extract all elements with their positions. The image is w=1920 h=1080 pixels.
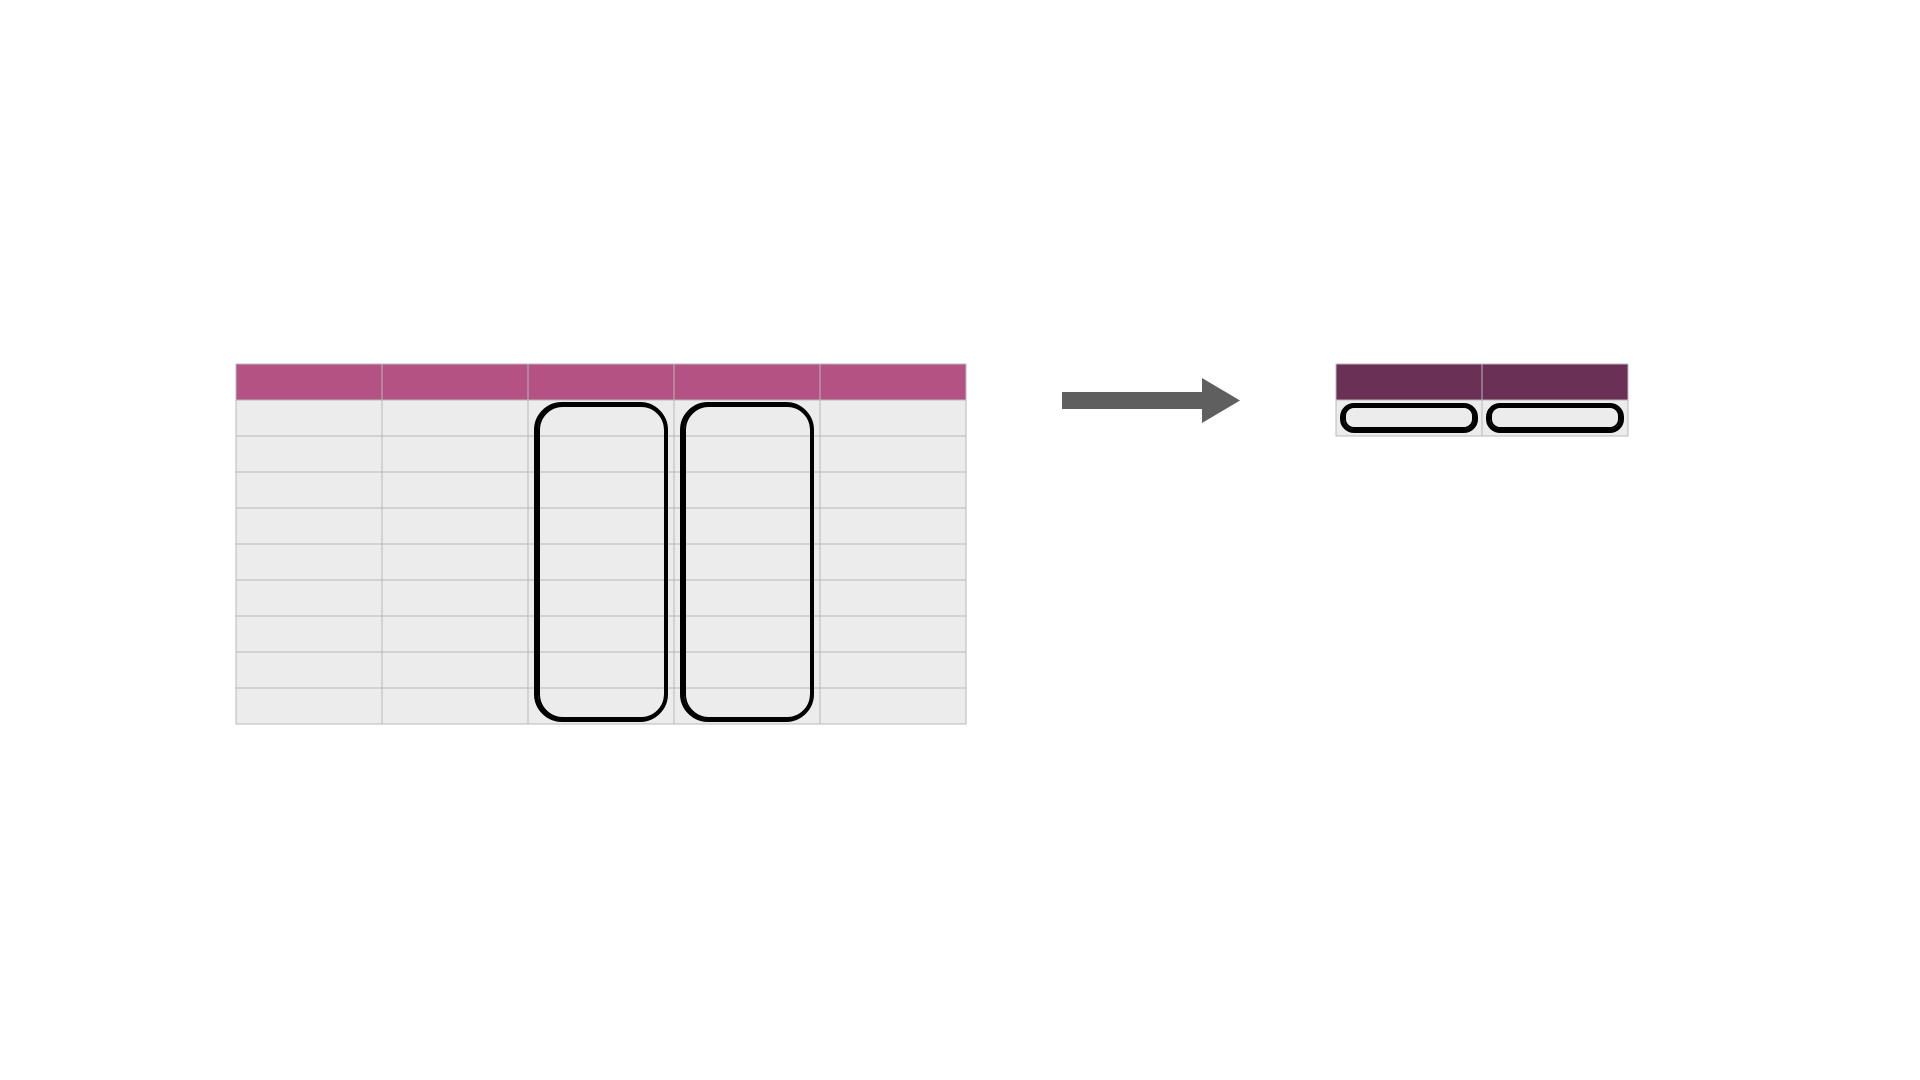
source-cell-r1-c2 [381,399,529,437]
source-cell-r6-c5 [819,579,967,617]
source-header-cell-1 [235,363,383,401]
source-cell-r3-c5 [819,471,967,509]
source-cell-r8-c4 [673,651,821,689]
arrow-shaft [1062,392,1204,409]
source-cell-r1-c5 [819,399,967,437]
source-header-cell-5 [819,363,967,401]
result-highlight-col-1-inner [1344,406,1474,429]
result-highlight-col-2 [1486,403,1624,433]
source-cell-r3-c4 [673,471,821,509]
source-cell-r4-c5 [819,507,967,545]
source-cell-r4-c3 [527,507,675,545]
result-header-cell-2 [1481,363,1629,401]
source-cell-r4-c1 [235,507,383,545]
source-header-cell-4 [673,363,821,401]
source-cell-r3-c2 [381,471,529,509]
source-cell-r4-c2 [381,507,529,545]
result-header-cell-1 [1335,363,1483,401]
result-table [1335,363,1629,437]
result-highlight-col-2-inner [1490,406,1620,429]
source-cell-r5-c1 [235,543,383,581]
source-cell-r6-c4 [673,579,821,617]
result-highlight-col-1 [1340,403,1478,433]
source-cell-r7-c2 [381,615,529,653]
source-cell-r4-c4 [673,507,821,545]
source-highlight-col-4-inner [684,405,812,719]
source-cell-r2-c5 [819,435,967,473]
source-cell-r2-c2 [381,435,529,473]
source-cell-r1-c1 [235,399,383,437]
source-cell-r7-c4 [673,615,821,653]
source-cell-r6-c2 [381,579,529,617]
source-cell-r7-c3 [527,615,675,653]
source-cell-r9-c5 [819,687,967,725]
source-cell-r2-c1 [235,435,383,473]
source-cell-r8-c5 [819,651,967,689]
source-cell-r3-c1 [235,471,383,509]
source-cell-r6-c3 [527,579,675,617]
result-column-highlights [1340,403,1624,433]
source-header-cell-3 [527,363,675,401]
source-cell-r9-c2 [381,687,529,725]
source-table [235,363,967,725]
source-cell-r5-c5 [819,543,967,581]
source-highlight-col-3-inner [538,405,666,719]
source-cell-r8-c3 [527,651,675,689]
source-cell-r6-c1 [235,579,383,617]
source-header-cell-2 [381,363,529,401]
source-cell-r5-c4 [673,543,821,581]
arrow-head [1202,378,1240,423]
source-cell-r2-c3 [527,435,675,473]
source-cell-r3-c3 [527,471,675,509]
source-cell-r9-c1 [235,687,383,725]
source-cell-r8-c2 [381,651,529,689]
source-cell-r5-c3 [527,543,675,581]
source-cell-r8-c1 [235,651,383,689]
source-cell-r5-c2 [381,543,529,581]
source-cell-r7-c5 [819,615,967,653]
source-cell-r2-c4 [673,435,821,473]
source-column-highlights [534,402,814,722]
source-cell-r7-c1 [235,615,383,653]
transform-arrow [1062,378,1240,423]
